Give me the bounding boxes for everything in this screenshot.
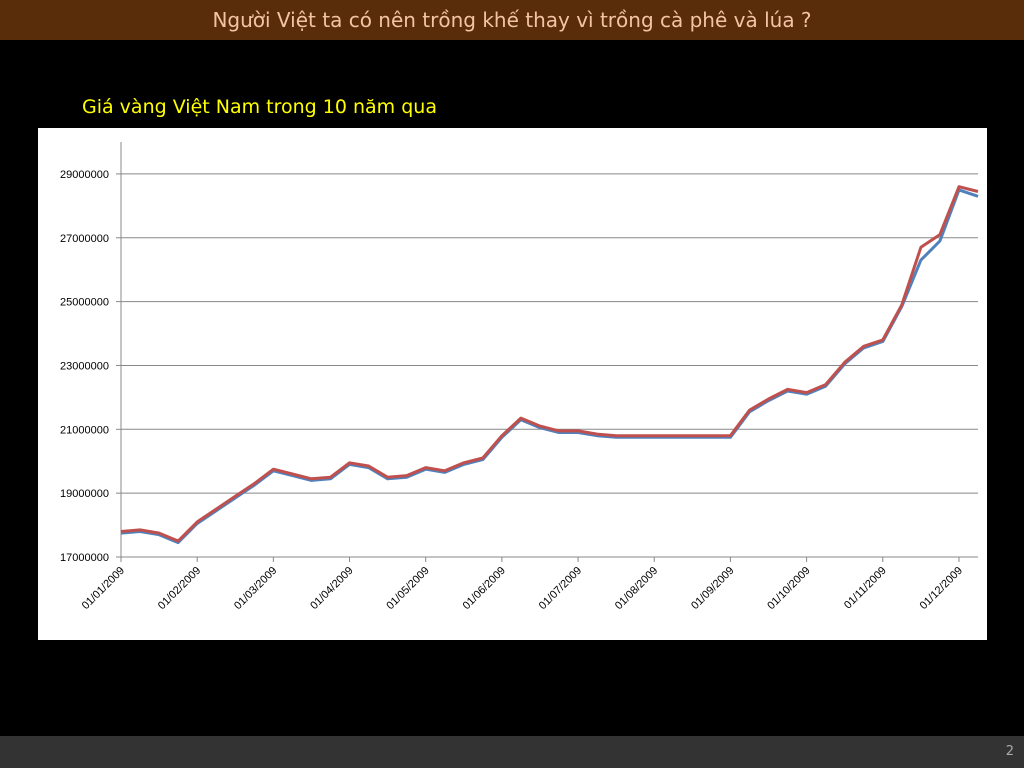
x-tick-label: 01/05/2009 xyxy=(384,565,431,612)
y-tick-label: 19000000 xyxy=(60,488,109,500)
x-tick-label: 01/10/2009 xyxy=(765,565,812,612)
line-series xyxy=(120,185,979,543)
y-tick-label: 23000000 xyxy=(60,360,109,372)
slide-title: Người Việt ta có nên trồng khế thay vì t… xyxy=(212,8,812,32)
y-tick-label: 21000000 xyxy=(60,424,109,436)
x-tick-label: 01/04/2009 xyxy=(308,565,355,612)
x-tick-label: 01/06/2009 xyxy=(461,565,508,612)
x-tick-label: 01/02/2009 xyxy=(156,565,203,612)
x-tick-label: 01/09/2009 xyxy=(689,565,736,612)
y-tick-label: 29000000 xyxy=(60,169,109,181)
y-tick-label: 17000000 xyxy=(60,552,109,564)
y-tick-label: 25000000 xyxy=(60,297,109,309)
page-number: 2 xyxy=(1005,744,1014,759)
x-tick-label: 01/08/2009 xyxy=(613,565,660,612)
x-tick-label: 01/03/2009 xyxy=(232,565,279,612)
slide-footer: 2 xyxy=(0,736,1024,768)
chart-title: Giá vàng Việt Nam trong 10 năm qua xyxy=(82,96,437,118)
slide-header: Người Việt ta có nên trồng khế thay vì t… xyxy=(0,0,1024,40)
line-series xyxy=(120,188,979,545)
x-tick-label: 01/01/2009 xyxy=(80,565,127,612)
x-tick-label: 01/07/2009 xyxy=(537,565,584,612)
x-tick-label: 01/12/2009 xyxy=(918,565,965,612)
chart: 17000000 19000000 21000000 23000000 25000000… xyxy=(38,128,987,640)
y-tick-label: 27000000 xyxy=(60,233,109,245)
x-tick-label: 01/11/2009 xyxy=(842,565,889,612)
